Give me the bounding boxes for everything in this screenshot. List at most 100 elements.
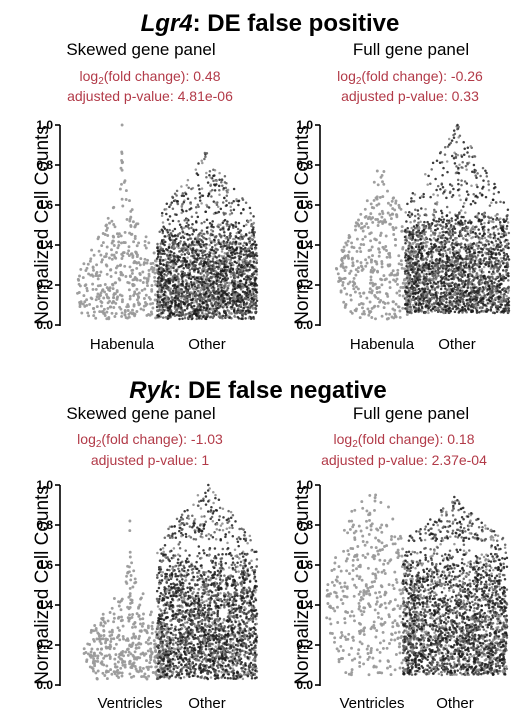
data-point xyxy=(377,220,381,224)
data-point xyxy=(239,252,243,256)
data-point xyxy=(220,315,223,318)
data-point xyxy=(138,278,142,282)
data-point xyxy=(395,277,399,281)
data-point xyxy=(236,280,240,284)
data-point xyxy=(113,292,117,296)
data-point xyxy=(163,305,166,308)
data-point xyxy=(205,303,209,306)
data-point xyxy=(448,251,452,255)
data-point xyxy=(201,308,205,312)
data-point xyxy=(103,233,107,236)
data-point xyxy=(182,298,186,301)
data-point xyxy=(189,310,193,314)
data-point xyxy=(405,253,408,256)
data-point xyxy=(365,199,369,203)
data-point xyxy=(224,256,228,260)
data-point xyxy=(447,232,450,235)
data-point xyxy=(225,293,229,297)
data-point xyxy=(353,281,356,285)
data-point xyxy=(419,220,422,223)
log-prefix: log xyxy=(334,431,353,447)
data-point xyxy=(462,153,466,156)
data-point xyxy=(150,284,154,287)
data-point xyxy=(177,272,180,276)
data-point xyxy=(237,259,240,263)
data-point xyxy=(193,237,197,241)
data-point xyxy=(252,290,255,293)
data-point xyxy=(135,244,139,248)
data-point xyxy=(113,225,117,229)
data-point xyxy=(117,235,120,239)
data-point xyxy=(166,254,169,258)
data-point xyxy=(165,261,169,264)
data-point xyxy=(361,267,365,271)
data-point xyxy=(215,211,219,215)
data-point xyxy=(178,242,182,245)
panel-2-pvalue: adjusted p-value: 0.33 xyxy=(341,88,479,104)
section-2-gene: Ryk xyxy=(129,377,175,404)
data-point xyxy=(176,202,180,206)
data-point xyxy=(407,299,410,302)
data-point xyxy=(429,195,432,199)
data-point xyxy=(169,300,172,303)
panel-4-pvalue: adjusted p-value: 2.37e-04 xyxy=(321,452,487,468)
data-point xyxy=(222,186,226,190)
data-point xyxy=(196,289,200,293)
data-point xyxy=(448,229,452,233)
data-point xyxy=(346,253,350,257)
data-point xyxy=(163,282,166,286)
data-point xyxy=(209,260,212,263)
data-point xyxy=(209,232,213,236)
data-point xyxy=(395,291,399,295)
data-point xyxy=(143,239,147,243)
data-point xyxy=(125,217,129,221)
data-point xyxy=(239,265,243,269)
data-point xyxy=(206,256,210,260)
data-point xyxy=(370,266,374,270)
data-point xyxy=(213,290,216,293)
data-point xyxy=(223,234,226,237)
data-point xyxy=(228,316,231,320)
data-point xyxy=(165,295,168,298)
data-point xyxy=(208,170,212,173)
y-tick-label: 0.8 xyxy=(36,158,53,172)
data-point xyxy=(375,286,379,290)
data-point xyxy=(183,226,186,230)
data-point xyxy=(358,246,362,250)
data-point xyxy=(137,241,141,245)
data-point xyxy=(481,166,485,170)
data-point xyxy=(222,284,226,288)
data-point xyxy=(91,266,95,270)
data-point xyxy=(182,194,186,198)
data-point xyxy=(464,211,467,214)
data-point xyxy=(500,243,503,247)
data-point xyxy=(209,176,212,179)
data-point xyxy=(356,270,360,274)
data-point xyxy=(403,256,407,259)
data-point xyxy=(223,230,226,234)
data-point xyxy=(381,212,385,215)
data-point xyxy=(357,218,360,222)
data-point xyxy=(182,266,185,270)
data-point xyxy=(430,168,433,171)
data-point xyxy=(187,263,191,266)
data-point xyxy=(105,252,108,256)
data-point xyxy=(193,285,197,288)
data-point xyxy=(91,287,95,291)
data-point xyxy=(219,207,223,211)
data-point xyxy=(225,194,229,197)
data-point xyxy=(233,280,237,283)
data-point xyxy=(126,309,130,312)
data-point xyxy=(244,261,248,265)
data-point xyxy=(79,300,83,304)
data-point xyxy=(165,269,168,273)
data-point xyxy=(250,234,254,237)
panel-4-title: Full gene panel xyxy=(353,404,469,423)
data-point xyxy=(192,304,196,308)
data-point xyxy=(427,174,430,178)
data-point xyxy=(218,254,221,257)
data-point xyxy=(355,259,359,263)
data-point xyxy=(176,313,179,316)
data-point xyxy=(158,286,161,289)
data-point xyxy=(339,263,343,267)
